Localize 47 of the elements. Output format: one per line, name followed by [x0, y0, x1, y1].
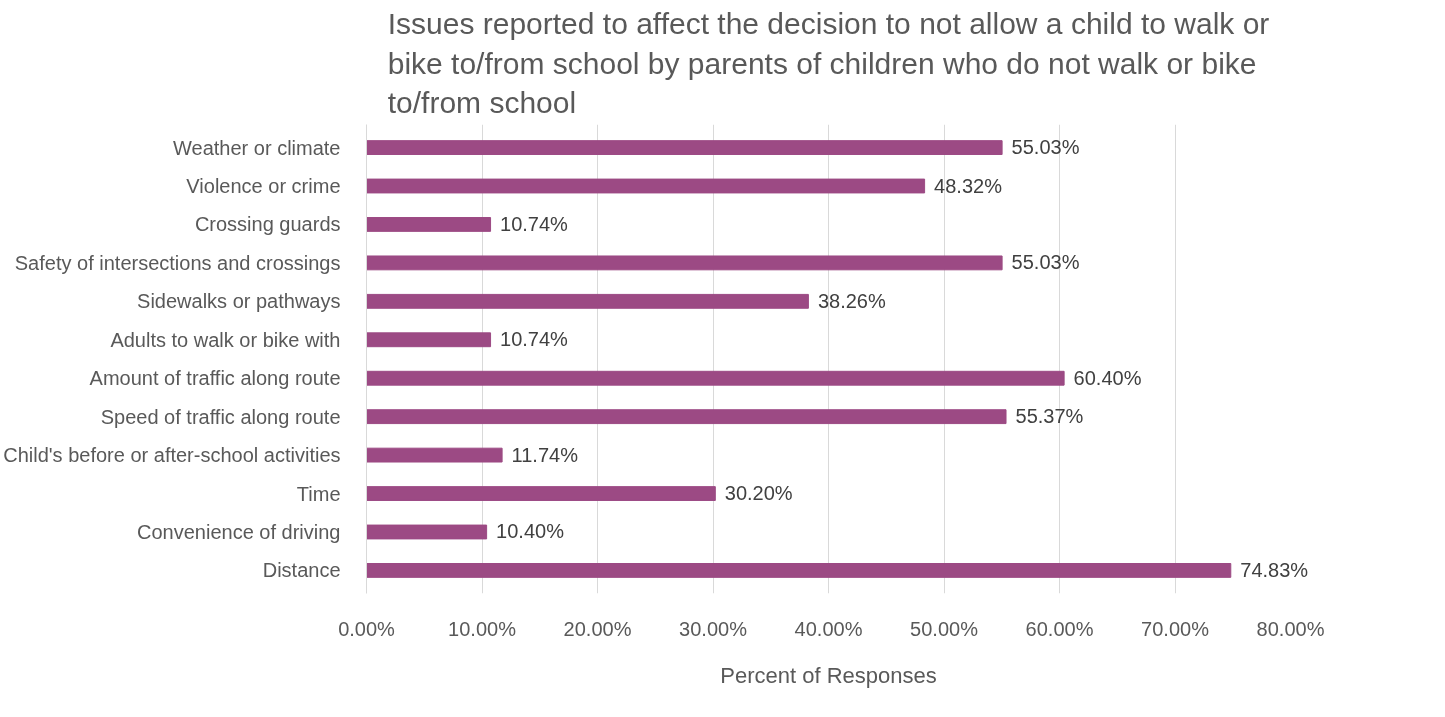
data-label: 10.74% — [500, 327, 568, 351]
x-tick-label: 80.00% — [1256, 617, 1325, 640]
bar — [366, 293, 809, 309]
data-label: 10.40% — [496, 519, 564, 543]
bar — [366, 447, 503, 463]
x-tick-label: 50.00% — [910, 617, 979, 640]
x-axis-title: Percent of Responses — [720, 662, 937, 688]
bar — [366, 524, 488, 540]
y-tick-label: Safety of intersections and crossings — [14, 251, 341, 274]
x-tick-label: 60.00% — [1025, 617, 1094, 640]
data-label: 55.03% — [1011, 135, 1080, 159]
bar — [366, 563, 1232, 578]
y-tick-label: Amount of traffic along route — [89, 367, 341, 390]
bar — [366, 409, 1007, 425]
bar — [366, 332, 492, 348]
data-label: 48.32% — [934, 174, 1002, 197]
data-label: 55.03% — [1011, 250, 1080, 274]
bar — [366, 370, 1065, 386]
y-tick-label: Sidewalks or pathways — [137, 290, 341, 313]
x-tick-label: 10.00% — [448, 617, 517, 640]
x-tick-label: 20.00% — [563, 617, 632, 640]
y-tick-label: Violence or crime — [186, 175, 341, 198]
data-label: 38.26% — [817, 289, 886, 313]
y-tick-label: Distance — [262, 559, 341, 582]
x-tick-label: 70.00% — [1141, 617, 1210, 640]
data-label: 55.37% — [1015, 404, 1084, 428]
bar — [366, 217, 492, 232]
bar — [366, 178, 926, 194]
data-label: 11.74% — [511, 443, 578, 467]
x-tick-label: 30.00% — [679, 617, 748, 640]
bar — [366, 255, 1003, 271]
data-label: 60.40% — [1073, 366, 1142, 390]
x-tick-label: 0.00% — [338, 617, 396, 640]
y-tick-label: Time — [296, 482, 341, 505]
bar — [366, 486, 716, 501]
y-tick-label: Child's before or after-school activities — [3, 444, 341, 467]
x-tick-label: 40.00% — [794, 617, 863, 640]
chart-title: Issues reported to affect the decision to not allow a child to walk or bike to/from school by parents of children who do not walk or bike to/from school — [387, 7, 1270, 120]
bar — [366, 140, 1003, 155]
y-tick-label: Adults to walk or bike with — [110, 328, 341, 351]
y-tick-label: Speed of traffic along route — [100, 405, 341, 428]
y-tick-label: Convenience of driving — [137, 520, 341, 543]
y-tick-label: Crossing guards — [194, 213, 341, 236]
data-label: 30.20% — [724, 481, 793, 505]
y-tick-label: Weather or climate — [173, 136, 341, 159]
data-label: 10.74% — [500, 212, 568, 236]
data-label: 74.83% — [1240, 558, 1309, 582]
